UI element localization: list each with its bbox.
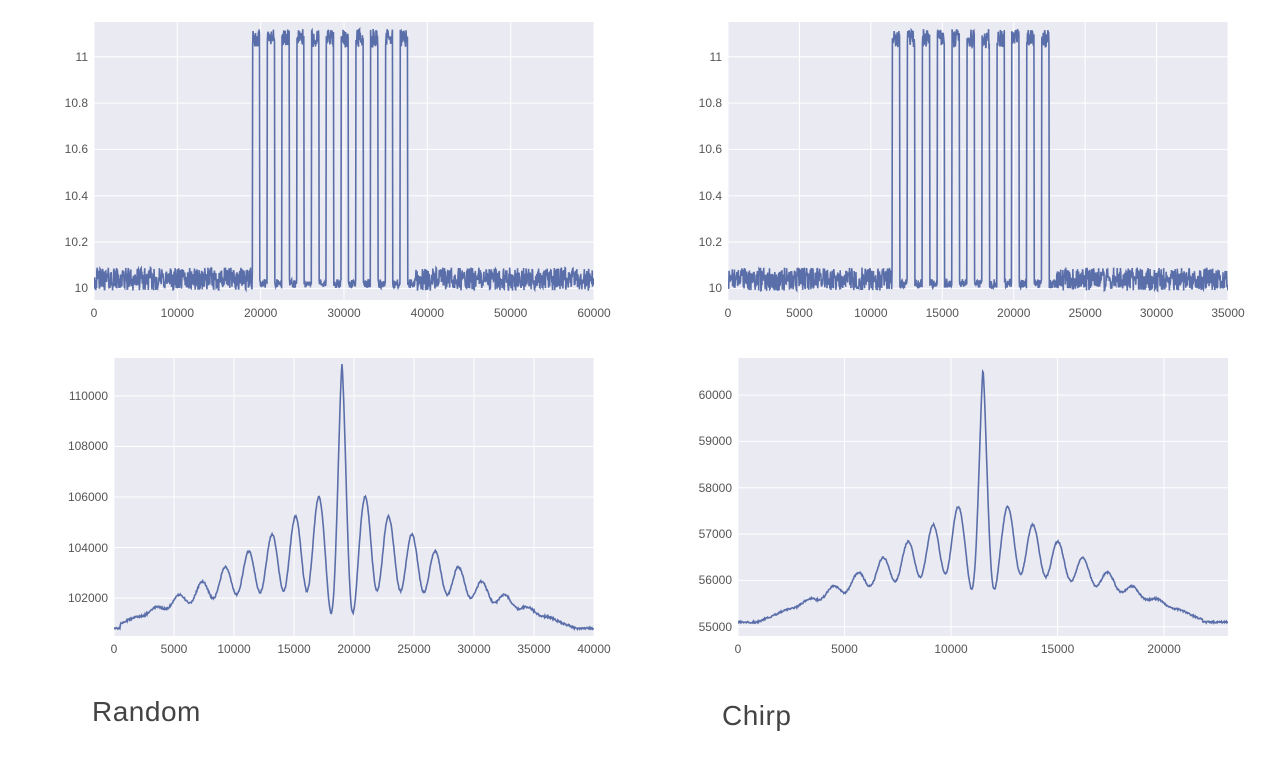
y-tick-label: 57000: [672, 527, 732, 541]
x-tick-label: 40000: [577, 642, 610, 656]
y-tick-label: 10.6: [662, 142, 722, 156]
x-tick-label: 35000: [517, 642, 550, 656]
y-tick-label: 10.8: [28, 96, 88, 110]
y-tick-label: 10: [662, 281, 722, 295]
y-tick-label: 11: [662, 50, 722, 64]
x-tick-label: 20000: [337, 642, 370, 656]
x-tick-label: 5000: [831, 642, 858, 656]
plot-area: [738, 358, 1228, 636]
caption-chirp: Chirp: [722, 700, 791, 732]
x-tick-label: 50000: [494, 306, 527, 320]
y-tick-label: 10.6: [28, 142, 88, 156]
x-tick-label: 0: [111, 642, 118, 656]
y-tick-label: 10.4: [662, 189, 722, 203]
x-tick-label: 40000: [411, 306, 444, 320]
x-tick-label: 30000: [1140, 306, 1173, 320]
y-tick-label: 58000: [672, 481, 732, 495]
y-tick-label: 10: [28, 281, 88, 295]
caption-random: Random: [92, 696, 201, 728]
y-tick-label: 110000: [48, 389, 108, 403]
plot-area: [114, 358, 594, 636]
x-tick-label: 20000: [244, 306, 277, 320]
y-tick-label: 10.4: [28, 189, 88, 203]
x-tick-label: 0: [735, 642, 742, 656]
chart-random-correlation: 102000 104000 106000 108000 110000 0 5000 10000…: [42, 352, 602, 666]
y-tick-label: 102000: [48, 591, 108, 605]
x-tick-label: 15000: [926, 306, 959, 320]
plot-svg: [728, 22, 1228, 300]
x-tick-label: 0: [91, 306, 98, 320]
plot-svg: [738, 358, 1228, 636]
plot-area: [94, 22, 594, 300]
y-tick-label: 60000: [672, 388, 732, 402]
x-tick-label: 15000: [277, 642, 310, 656]
x-tick-label: 10000: [217, 642, 250, 656]
page: 1010.210.410.610.81101000020000300004000…: [0, 0, 1280, 763]
x-tick-label: 5000: [786, 306, 813, 320]
y-tick-label: 10.2: [28, 235, 88, 249]
chart-chirp-signal: 1010.210.410.610.81105000100001500020000…: [676, 16, 1236, 330]
x-tick-label: 30000: [327, 306, 360, 320]
y-tick-label: 106000: [48, 490, 108, 504]
y-tick-label: 11: [28, 50, 88, 64]
x-tick-label: 20000: [1147, 642, 1180, 656]
x-tick-label: 5000: [161, 642, 188, 656]
plot-svg: [94, 22, 594, 300]
y-tick-label: 59000: [672, 434, 732, 448]
x-tick-label: 30000: [457, 642, 490, 656]
x-tick-label: 0: [725, 306, 732, 320]
x-tick-label: 35000: [1211, 306, 1244, 320]
y-tick-label: 10.8: [662, 96, 722, 110]
x-tick-label: 10000: [854, 306, 887, 320]
x-tick-label: 15000: [1041, 642, 1074, 656]
y-tick-label: 108000: [48, 439, 108, 453]
x-tick-label: 10000: [161, 306, 194, 320]
y-tick-label: 55000: [672, 620, 732, 634]
chart-random-signal: 1010.210.410.610.81101000020000300004000…: [42, 16, 602, 330]
chart-chirp-correlation: 5500056000570005800059000600000500010000…: [676, 352, 1236, 666]
x-tick-label: 25000: [397, 642, 430, 656]
x-tick-label: 60000: [577, 306, 610, 320]
x-tick-label: 20000: [997, 306, 1030, 320]
plot-area: [728, 22, 1228, 300]
plot-svg: [114, 358, 594, 636]
x-tick-label: 25000: [1068, 306, 1101, 320]
y-tick-label: 56000: [672, 573, 732, 587]
x-tick-label: 10000: [934, 642, 967, 656]
y-tick-label: 104000: [48, 541, 108, 555]
y-tick-label: 10.2: [662, 235, 722, 249]
